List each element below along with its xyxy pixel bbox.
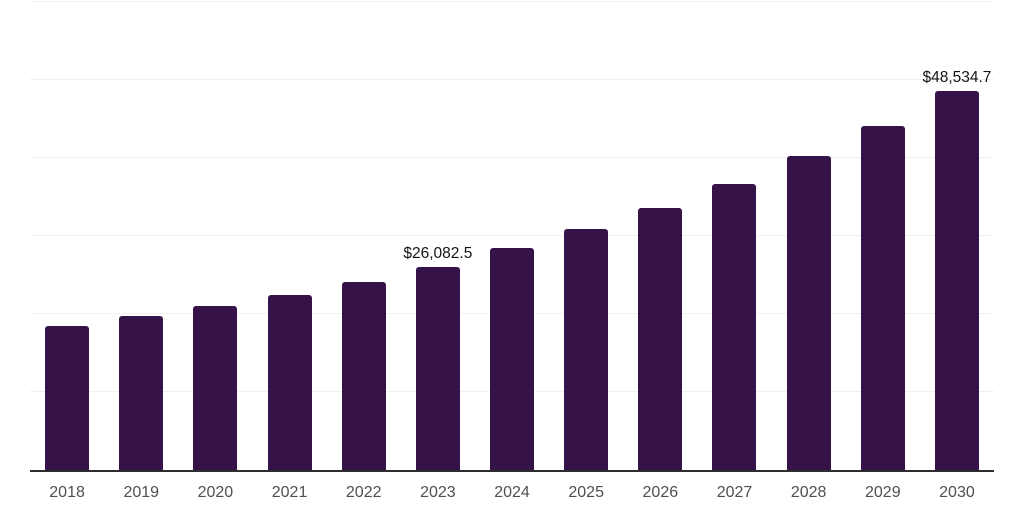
bar-slot-2023: $26,082.5: [401, 2, 475, 470]
bar-2027: [712, 183, 757, 470]
bar-slot-2018: [30, 2, 104, 470]
x-axis-line: [30, 470, 994, 472]
bar-2020: [193, 306, 238, 470]
bar-2019: [119, 316, 164, 470]
bar-slot-2026: [623, 2, 697, 470]
x-tick-label-2025: 2025: [568, 484, 604, 501]
x-tick-label-2020: 2020: [197, 484, 234, 501]
bar-2021: [267, 295, 312, 470]
bar-2029: [860, 125, 905, 470]
gridline: [30, 235, 994, 236]
bar-2030: [934, 91, 979, 470]
x-tick-label-2026: 2026: [642, 484, 679, 501]
x-tick-label-2018: 2018: [49, 484, 85, 501]
x-tick-label-2024: 2024: [494, 484, 530, 501]
bar-2022: [341, 281, 386, 470]
x-tick-label-2029: 2029: [865, 484, 901, 501]
bar-2028: [786, 156, 831, 470]
x-tick-label-2019: 2019: [123, 484, 160, 501]
bar-slot-2022: [327, 2, 401, 470]
bar-2018: [45, 326, 90, 470]
data-label-2030: $48,534.7: [922, 69, 992, 87]
x-tick-label-2030: 2030: [939, 484, 975, 501]
gridline: [30, 1, 994, 2]
bar-slot-2029: [846, 2, 920, 470]
x-tick-label-2021: 2021: [271, 484, 308, 501]
bar-2026: [638, 207, 683, 470]
bar-slot-2028: [772, 2, 846, 470]
bar-slot-2025: [549, 2, 623, 470]
bar-slot-2024: [475, 2, 549, 470]
bar-2025: [564, 229, 609, 470]
x-tick-label-2027: 2027: [716, 484, 753, 501]
gridline: [30, 157, 994, 159]
x-tick-label-2023: 2023: [420, 484, 456, 501]
bar-slot-2030: $48,534.7: [920, 2, 994, 470]
bar-series: $26,082.5 $48,534.7: [30, 2, 994, 470]
x-tick-label-2022: 2022: [345, 484, 382, 501]
data-label-2023: $26,082.5: [403, 244, 473, 262]
bar-slot-2019: [104, 2, 178, 470]
plot-area: $26,082.5 $48,534.7: [30, 1, 994, 472]
bar-slot-2027: [697, 2, 771, 470]
gridline: [30, 79, 994, 80]
x-axis-tick-labels: 2018 2019 2020 2021 2022 2023 2024 2025 2026 2027…: [30, 484, 994, 502]
bar-2024: [490, 248, 535, 470]
bar-slot-2020: [178, 2, 252, 470]
bar-2023: [415, 266, 460, 470]
bar-slot-2021: [252, 2, 326, 470]
x-tick-label-2028: 2028: [790, 484, 827, 501]
